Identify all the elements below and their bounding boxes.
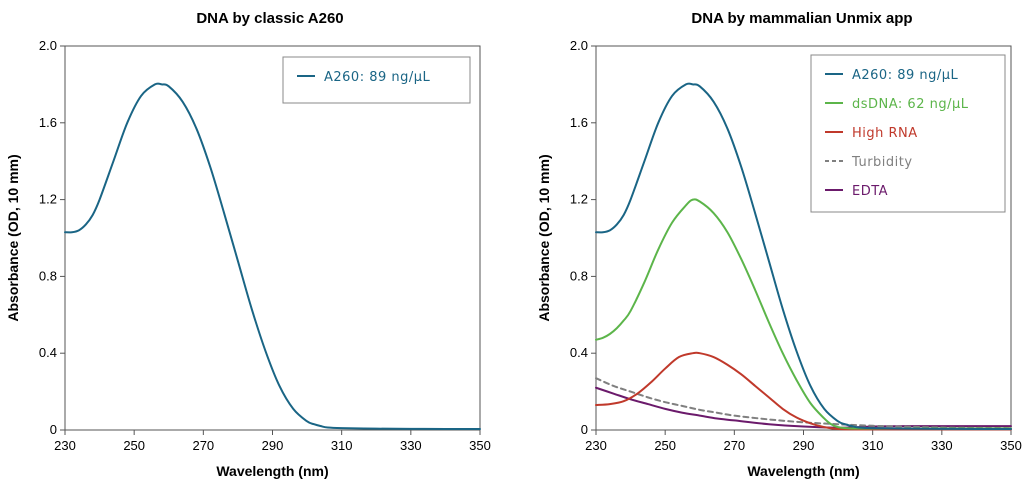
x-tick-label: 270: [192, 438, 214, 453]
y-tick-label: 0: [50, 422, 57, 437]
y-tick-label: 0.4: [39, 345, 57, 360]
x-tick-label: 230: [54, 438, 76, 453]
x-tick-label: 330: [931, 438, 953, 453]
series-line-a260-89-ng-l: [595, 82, 1012, 431]
legend-label: EDTA: [852, 184, 888, 199]
x-tick-label: 350: [1000, 438, 1022, 453]
x-tick-label: 330: [400, 438, 422, 453]
y-tick-label: 1.6: [39, 115, 57, 130]
x-tick-label: 290: [793, 438, 815, 453]
chart-title: DNA by mammalian Unmix app: [691, 10, 912, 27]
x-tick-label: 350: [469, 438, 491, 453]
legend: A260: 89 ng/µL dsDNA: 62 ng/µL High RNA Tur…: [810, 54, 1006, 213]
x-tick-label: 310: [331, 438, 353, 453]
y-axis-label: Absorbance (OD, 10 mm): [536, 154, 552, 321]
legend-box: [282, 56, 471, 104]
legend-label: High RNA: [852, 126, 918, 141]
chart-panel-2: DNA by mammalian Unmix app 0 0.4 0.8 1.2 1.6 2…: [536, 10, 1022, 479]
x-axis-label: Wavelength (nm): [216, 463, 328, 479]
y-tick-label: 1.2: [570, 192, 588, 207]
y-tick-label: 2.0: [39, 38, 57, 53]
y-tick-label: 0.8: [570, 268, 588, 283]
x-tick-label: 230: [585, 438, 607, 453]
y-tick-label: 0.8: [39, 268, 57, 283]
x-tick-label: 250: [123, 438, 145, 453]
x-tick-label: 310: [862, 438, 884, 453]
y-tick-label: 0: [581, 422, 588, 437]
series-line-a260-89-ng-l: [64, 82, 481, 431]
legend-label: dsDNA: 62 ng/µL: [852, 97, 969, 112]
y-tick-label: 2.0: [570, 38, 588, 53]
y-tick-label: 0.4: [570, 345, 588, 360]
y-tick-label: 1.6: [570, 115, 588, 130]
legend-label: Turbidity: [851, 155, 913, 170]
y-tick-label: 1.2: [39, 192, 57, 207]
x-tick-label: 290: [262, 438, 284, 453]
chart-title: DNA by classic A260: [196, 10, 343, 27]
x-tick-label: 270: [723, 438, 745, 453]
chart-panel-1: DNA by classic A260 0 0.4 0.8 1.2 1.6 2.0 230 25…: [5, 10, 491, 479]
x-tick-label: 250: [654, 438, 676, 453]
legend-box: [810, 54, 1006, 213]
legend: A260: 89 ng/µL: [282, 56, 471, 104]
series-line-dsdna-62-ng-l: [595, 198, 1012, 430]
y-axis-label: Absorbance (OD, 10 mm): [5, 154, 21, 321]
x-axis-label: Wavelength (nm): [747, 463, 859, 479]
series-line-turbidity: [595, 377, 1012, 430]
legend-label: A260: 89 ng/µL: [852, 68, 959, 83]
legend-label: A260: 89 ng/µL: [324, 70, 431, 85]
